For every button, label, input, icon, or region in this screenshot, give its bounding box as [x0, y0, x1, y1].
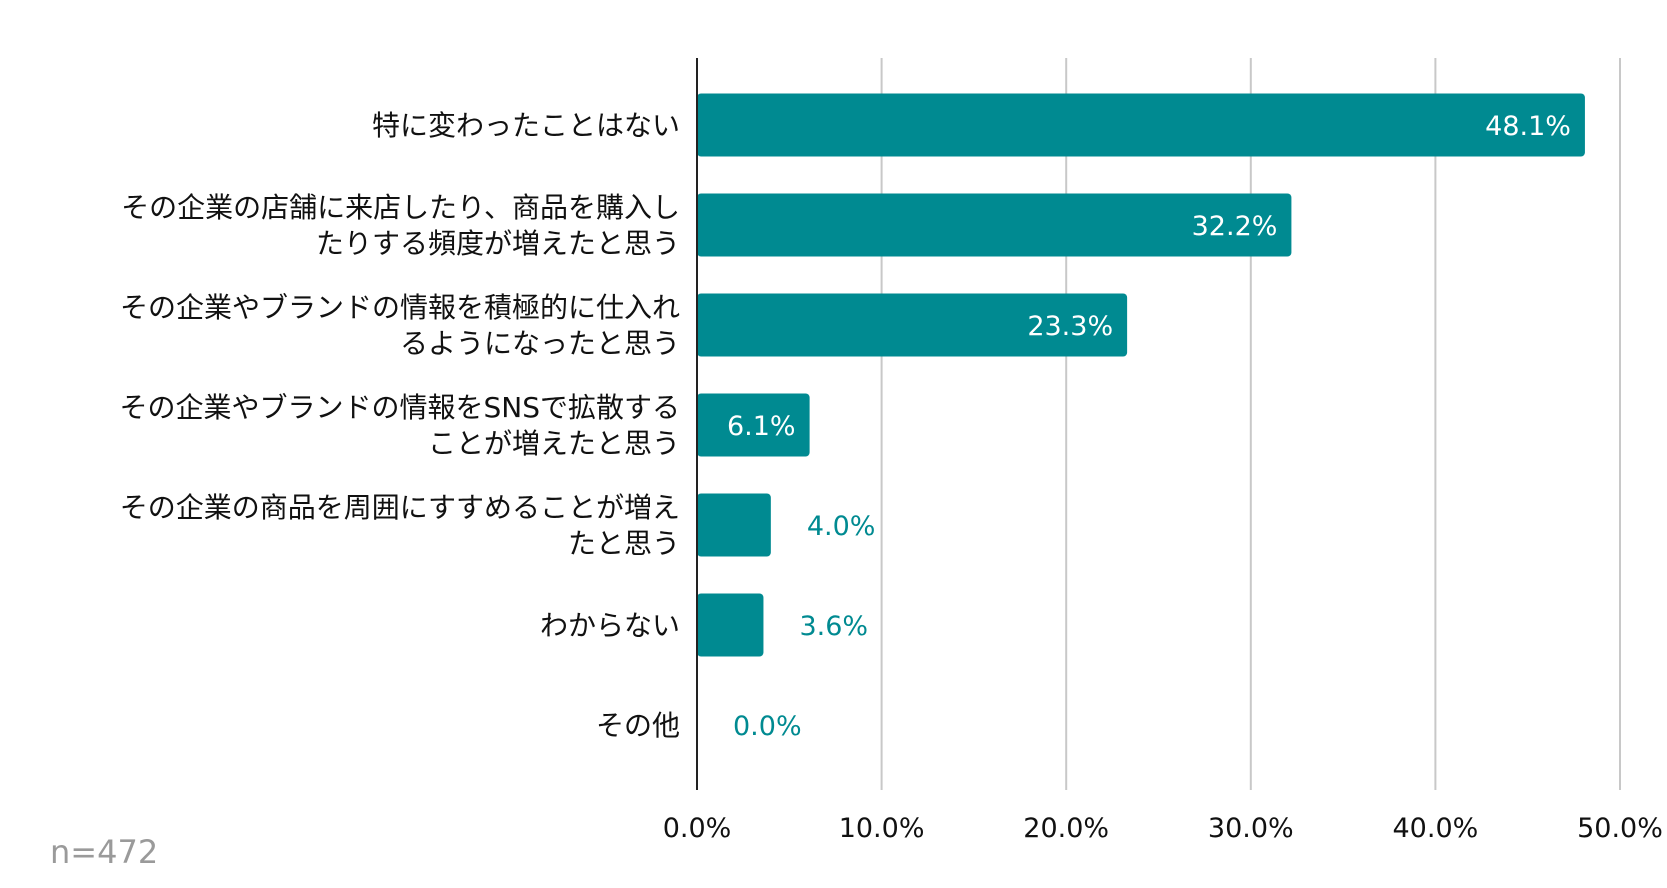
category-label-1-line-1: たりする頻度が増えたと思う [316, 227, 680, 260]
x-tick-label-5: 50.0% [1577, 813, 1663, 844]
value-label-6: 0.0% [733, 711, 802, 742]
bar-5 [697, 593, 764, 657]
x-axis-ticks: 0.0% 10.0% 20.0% 30.0% 40.0% 50.0% [663, 813, 1663, 844]
category-labels: 特に変わったことはないその企業の店舗に来店したり、商品を購入したりする頻度が増え… [120, 109, 681, 742]
category-label-2-line-1: るようになったと思う [400, 327, 680, 360]
category-label-0-line-0: 特に変わったことはない [372, 109, 680, 142]
x-tick-label-3: 30.0% [1208, 813, 1294, 844]
bar-2 [697, 293, 1128, 357]
x-tick-label-1: 10.0% [839, 813, 925, 844]
value-label-2: 23.3% [1027, 311, 1113, 342]
category-label-4-line-1: たと思う [568, 527, 680, 560]
category-label-4-line-0: その企業の商品を周囲にすすめることが増え [120, 491, 680, 524]
x-tick-label-4: 40.0% [1393, 813, 1479, 844]
value-label-1: 32.2% [1192, 211, 1278, 242]
category-label-6-line-0: その他 [596, 709, 680, 742]
value-label-5: 3.6% [799, 611, 868, 642]
category-label-2: その企業やブランドの情報を積極的に仕入れるようになったと思う [120, 291, 680, 360]
sample-size-note: n=472 [50, 833, 158, 871]
category-label-3-line-0: その企業やブランドの情報をSNSで拡散する [120, 391, 681, 424]
category-label-0: 特に変わったことはない [372, 109, 680, 142]
gridlines [880, 58, 1621, 790]
category-label-4: その企業の商品を周囲にすすめることが増えたと思う [120, 491, 680, 560]
category-label-3: その企業やブランドの情報をSNSで拡散することが増えたと思う [120, 391, 681, 460]
bars [697, 93, 1585, 657]
category-label-3-line-1: ことが増えたと思う [428, 427, 680, 460]
x-tick-label-2: 20.0% [1023, 813, 1109, 844]
x-tick-label-0: 0.0% [663, 813, 732, 844]
value-label-0: 48.1% [1485, 111, 1571, 142]
value-label-3: 6.1% [727, 411, 796, 442]
category-label-5-line-0: わからない [540, 609, 680, 642]
category-label-6: その他 [596, 709, 680, 742]
bar-4 [697, 493, 771, 557]
value-label-4: 4.0% [807, 511, 876, 542]
value-labels: 48.1% 32.2% 23.3% 6.1% 4.0% 3.6% 0.0% [727, 111, 1571, 742]
bar-0 [697, 93, 1585, 157]
category-label-2-line-0: その企業やブランドの情報を積極的に仕入れ [120, 291, 680, 324]
bar-3 [697, 393, 810, 457]
category-label-1-line-0: その企業の店舗に来店したり、商品を購入し [121, 191, 680, 224]
category-label-5: わからない [540, 609, 680, 642]
bar-1 [697, 193, 1292, 257]
category-label-1: その企業の店舗に来店したり、商品を購入したりする頻度が増えたと思う [121, 191, 680, 260]
